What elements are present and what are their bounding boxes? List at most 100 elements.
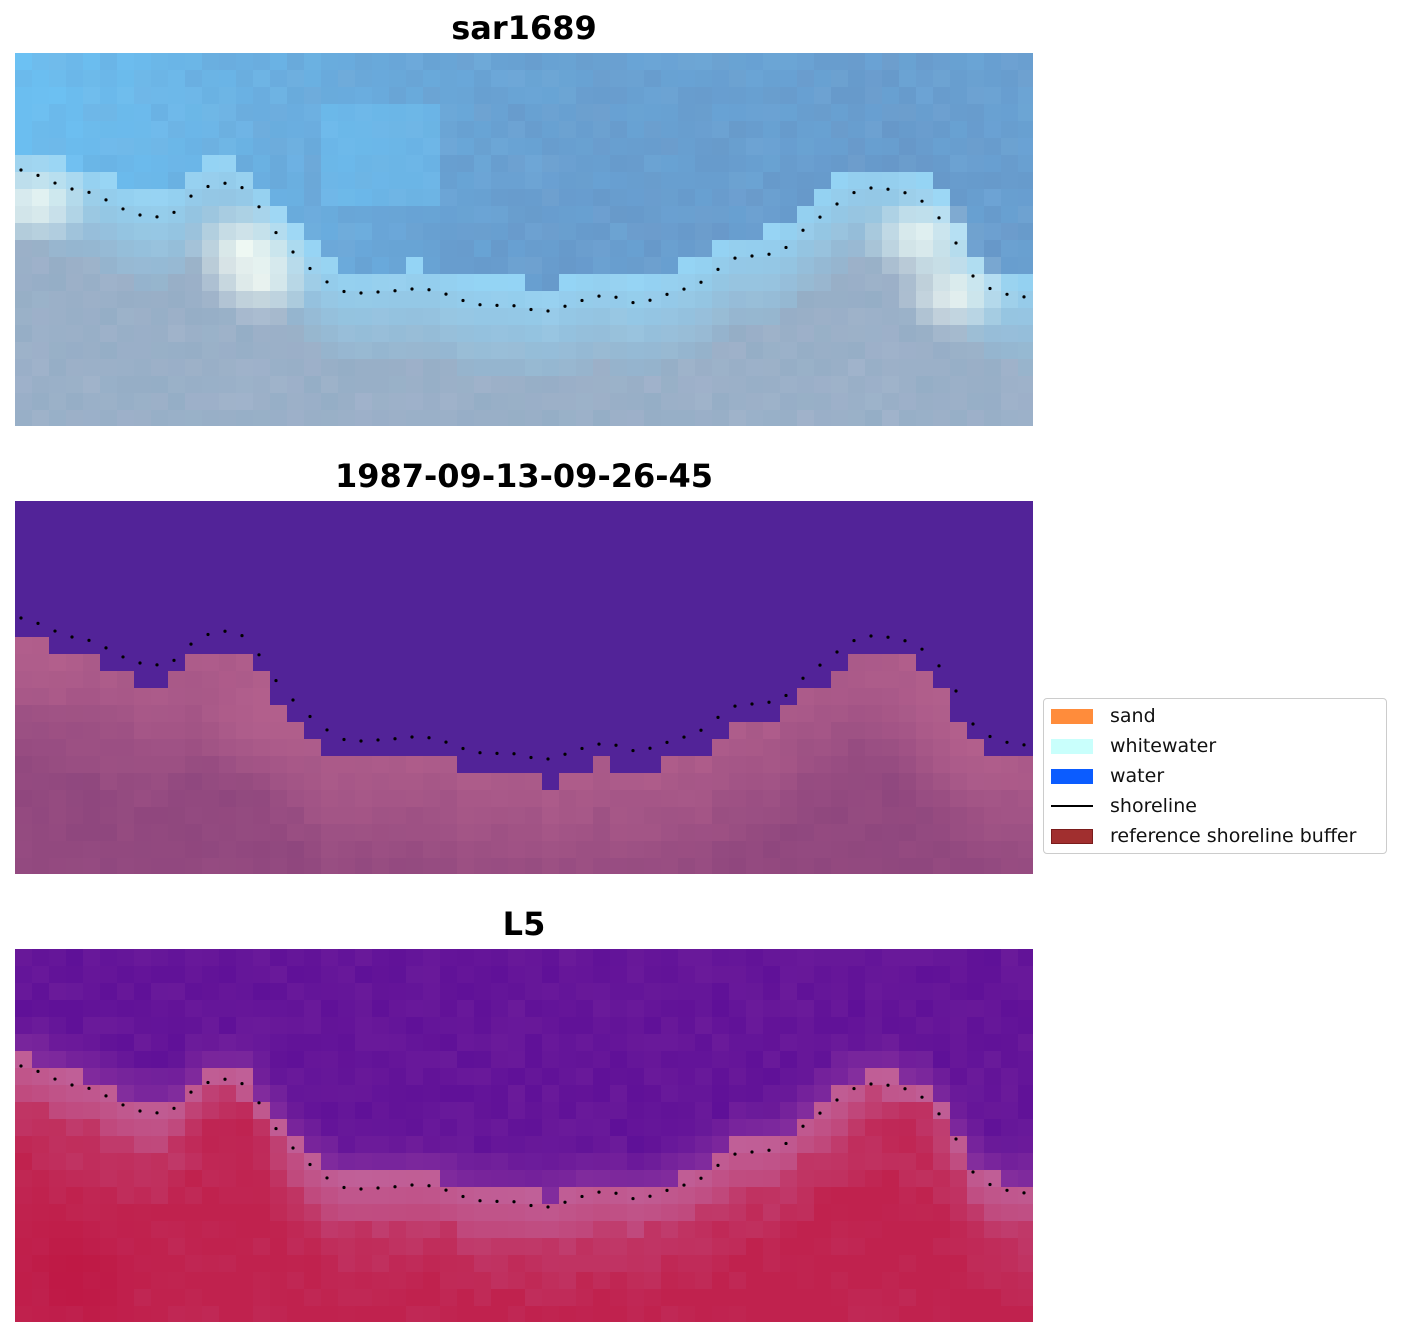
index-pixel — [304, 1034, 321, 1051]
index-pixel — [168, 1085, 185, 1102]
land-class-pixel — [185, 739, 202, 756]
rgb-pixel — [780, 257, 797, 274]
rgb-pixel — [321, 172, 338, 189]
index-pixel — [491, 1000, 508, 1017]
index-pixel — [627, 1068, 644, 1085]
index-pixel — [967, 1000, 984, 1017]
index-pixel — [899, 1068, 916, 1085]
land-class-pixel — [372, 858, 389, 874]
index-pixel — [610, 1255, 627, 1272]
index-pixel — [797, 1102, 814, 1119]
index-pixel — [491, 1068, 508, 1085]
land-class-pixel — [950, 739, 967, 756]
rgb-pixel — [865, 87, 882, 104]
index-pixel — [644, 1272, 661, 1289]
rgb-pixel — [678, 240, 695, 257]
index-pixel — [848, 1068, 865, 1085]
shoreline-dot — [920, 199, 924, 203]
index-pixel — [746, 1136, 763, 1153]
rgb-pixel — [967, 342, 984, 359]
index-pixel — [151, 1204, 168, 1221]
index-pixel — [338, 949, 355, 966]
land-class-pixel — [593, 807, 610, 824]
index-pixel — [66, 1272, 83, 1289]
rgb-pixel — [746, 359, 763, 376]
land-class-pixel — [32, 858, 49, 874]
index-pixel — [185, 1255, 202, 1272]
index-pixel — [66, 1221, 83, 1238]
rgb-pixel — [559, 172, 576, 189]
land-class-pixel — [644, 790, 661, 807]
rgb-pixel — [100, 325, 117, 342]
rgb-pixel — [117, 308, 134, 325]
rgb-pixel — [202, 87, 219, 104]
land-class-pixel — [66, 722, 83, 739]
rgb-pixel — [355, 70, 372, 87]
index-pixel — [525, 1051, 542, 1068]
rgb-pixel — [729, 172, 746, 189]
index-pixel — [321, 1255, 338, 1272]
land-class-pixel — [491, 824, 508, 841]
index-pixel — [865, 1289, 882, 1306]
rgb-pixel — [865, 325, 882, 342]
index-pixel — [644, 1221, 661, 1238]
land-class-pixel — [644, 858, 661, 874]
land-class-pixel — [219, 739, 236, 756]
land-class-pixel — [168, 824, 185, 841]
index-pixel — [882, 949, 899, 966]
rgb-pixel — [372, 53, 389, 70]
index-pixel — [916, 949, 933, 966]
index-pixel — [440, 1051, 457, 1068]
land-class-pixel — [882, 790, 899, 807]
land-class-pixel — [253, 739, 270, 756]
index-pixel — [916, 1000, 933, 1017]
index-pixel — [134, 1204, 151, 1221]
land-class-pixel — [151, 739, 168, 756]
index-pixel — [627, 1306, 644, 1322]
index-pixel — [202, 1221, 219, 1238]
rgb-pixel — [321, 274, 338, 291]
rgb-pixel — [593, 189, 610, 206]
rgb-pixel — [321, 223, 338, 240]
index-pixel — [117, 1204, 134, 1221]
rgb-pixel — [814, 121, 831, 138]
land-class-pixel — [117, 688, 134, 705]
shoreline-dot — [410, 287, 414, 291]
rgb-pixel — [882, 308, 899, 325]
index-pixel — [542, 949, 559, 966]
legend-label-whitewater: whitewater — [1110, 735, 1217, 757]
shoreline-dot — [206, 1080, 210, 1085]
shoreline-dot — [53, 181, 57, 185]
land-class-pixel — [185, 722, 202, 739]
land-class-pixel — [899, 705, 916, 722]
land-class-pixel — [865, 722, 882, 739]
rgb-pixel — [559, 308, 576, 325]
index-pixel — [576, 1204, 593, 1221]
rgb-pixel — [66, 155, 83, 172]
index-pixel — [440, 1153, 457, 1170]
rgb-pixel — [610, 240, 627, 257]
shoreline-dot — [716, 267, 720, 271]
rgb-pixel — [32, 342, 49, 359]
rgb-pixel — [984, 53, 1001, 70]
land-class-pixel — [355, 824, 372, 841]
rgb-pixel — [117, 155, 134, 172]
index-pixel — [627, 1221, 644, 1238]
index-pixel — [746, 1238, 763, 1255]
rgb-pixel — [1001, 308, 1018, 325]
index-pixel — [1018, 1306, 1033, 1322]
index-pixel — [1018, 1221, 1033, 1238]
shoreline-dot — [257, 1101, 261, 1105]
index-pixel — [559, 1017, 576, 1034]
rgb-pixel — [899, 342, 916, 359]
index-pixel — [474, 1068, 491, 1085]
land-class-pixel — [168, 858, 185, 874]
index-pixel — [117, 1017, 134, 1034]
rgb-pixel — [32, 274, 49, 291]
rgb-pixel — [49, 291, 66, 308]
index-pixel — [202, 1034, 219, 1051]
rgb-pixel — [474, 359, 491, 376]
rgb-pixel — [661, 308, 678, 325]
rgb-pixel — [933, 121, 950, 138]
rgb-pixel — [423, 393, 440, 410]
